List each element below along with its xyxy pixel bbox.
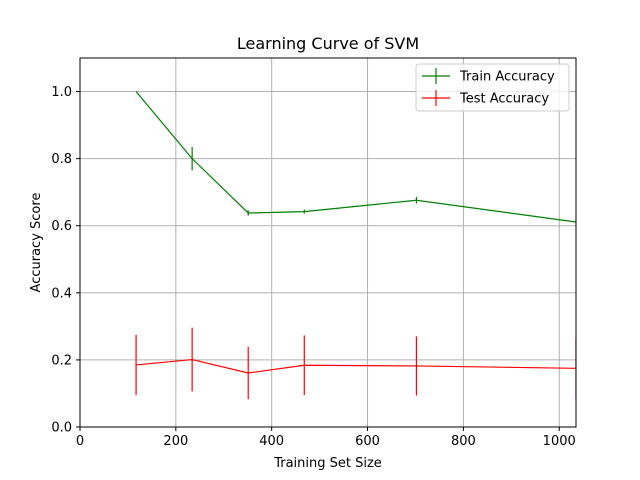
- chart-title: Learning Curve of SVM: [237, 34, 419, 53]
- series-layer: [135, 91, 576, 400]
- series-1: [135, 327, 576, 400]
- legend-label: Test Accuracy: [459, 92, 549, 107]
- series-line: [135, 91, 576, 223]
- x-tick-label: 1000: [543, 434, 576, 449]
- legend: Train Accuracy Test Accuracy: [415, 63, 570, 112]
- axes-frame: [79, 57, 577, 428]
- x-axis-label: Training Set Size: [273, 456, 382, 471]
- series-line: [136, 358, 576, 374]
- series-0: [135, 91, 576, 223]
- y-tick-label: 0.6: [51, 219, 72, 234]
- legend-item: Train Accuracy: [422, 68, 555, 85]
- x-tick-label: 400: [259, 434, 284, 449]
- x-tick-label: 600: [355, 434, 380, 449]
- axes: 0 200 400 600 800 1000 0.0 0.2 0.4 0.6 0.8 1.0: [51, 57, 577, 449]
- y-tick-label: 0.8: [51, 152, 72, 167]
- y-tick-label: 0.4: [51, 286, 72, 301]
- legend-item: Test Accuracy: [422, 90, 549, 107]
- x-tick-label: 200: [163, 434, 188, 449]
- y-tick-label: 0.0: [51, 421, 72, 436]
- legend-box: [415, 63, 570, 112]
- grid: [80, 58, 576, 427]
- x-tick-label: 800: [451, 434, 476, 449]
- y-tick-label: 1.0: [51, 85, 72, 100]
- y-tick-label: 0.2: [51, 353, 72, 368]
- legend-label: Train Accuracy: [459, 70, 555, 85]
- x-tick-label: 0: [76, 434, 84, 449]
- y-axis-label: Accuracy Score: [29, 193, 44, 293]
- series-clip-group: [135, 91, 576, 400]
